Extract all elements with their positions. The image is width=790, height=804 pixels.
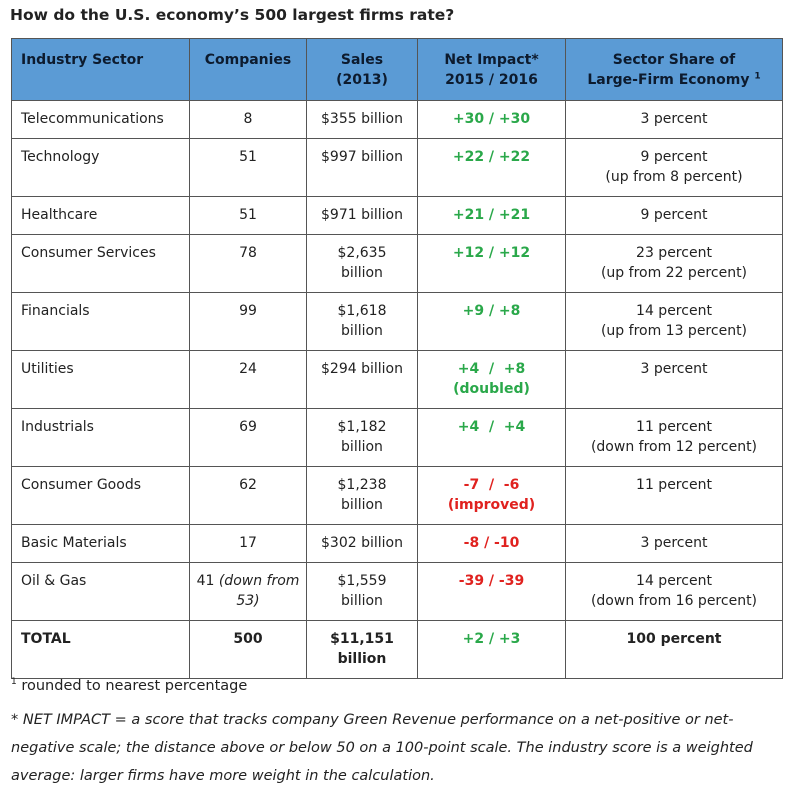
sector-cell: Oil & Gas [11,562,190,621]
table-row: Basic Materials 17 $302 billion -8 / -10 3 p… [11,524,783,563]
total-share: 100 percent [565,620,783,679]
companies-cell: 78 [189,234,307,293]
sector-share-cell: 11 percent (down from 12 percent) [565,408,783,467]
sales-cell: $355 billion [306,100,418,139]
net-impact-cell: -8 / -10 [417,524,566,563]
sector-cell: Industrials [11,408,190,467]
sector-share-cell: 9 percent [565,196,783,235]
total-sales: $11,151 billion [306,620,418,679]
net-impact-cell: +21 / +21 [417,196,566,235]
total-net-impact: +2 / +3 [417,620,566,679]
companies-cell: 8 [189,100,307,139]
sector-cell: Healthcare [11,196,190,235]
net-impact-cell: +12 / +12 [417,234,566,293]
companies-cell: 51 [189,138,307,197]
sales-cell: $302 billion [306,524,418,563]
sector-share-cell: 14 percent (down from 16 percent) [565,562,783,621]
net-impact-cell: +9 / +8 [417,292,566,351]
sales-cell: $1,238 billion [306,466,418,525]
table-row: Utilities 24 $294 billion +4 / +8 (doubled) 3… [11,350,783,409]
sector-share-cell: 3 percent [565,524,783,563]
sector-cell: Utilities [11,350,190,409]
header-sales: Sales (2013) [306,38,418,101]
table-row: Oil & Gas 41 (down from 53) $1,559 billion -… [11,562,783,621]
table-row: Consumer Services 78 $2,635 billion +12 / +1… [11,234,783,293]
net-impact-definition: * NET IMPACT = a score that tracks compa… [11,712,753,784]
net-impact-cell: +30 / +30 [417,100,566,139]
table-row: Healthcare 51 $971 billion +21 / +21 9 perce… [11,196,783,235]
sales-cell: $997 billion [306,138,418,197]
net-impact-cell: +4 / +4 [417,408,566,467]
sales-cell: $1,618 billion [306,292,418,351]
total-label: TOTAL [11,620,190,679]
sector-share-cell: 14 percent (up from 13 percent) [565,292,783,351]
sales-cell: $2,635 billion [306,234,418,293]
sector-cell: Technology [11,138,190,197]
header-row: Industry Sector Companies Sales (2013) Ne… [11,38,783,101]
table-row: Consumer Goods 62 $1,238 billion -7 / -6 (imp… [11,466,783,525]
net-impact-cell: +22 / +22 [417,138,566,197]
companies-note: (down from 53) [218,573,300,609]
companies-cell: 51 [189,196,307,235]
table-row: Financials 99 $1,618 billion +9 / +8 14 perce… [11,292,783,351]
table-row: Industrials 69 $1,182 billion +4 / +4 11 perc… [11,408,783,467]
sales-cell: $1,559 billion [306,562,418,621]
companies-cell: 62 [189,466,307,525]
sector-share-cell: 3 percent [565,100,783,139]
header-net-impact: Net Impact* 2015 / 2016 [417,38,566,101]
industry-table: Industry Sector Companies Sales (2013) Ne… [11,38,783,679]
sector-cell: Financials [11,292,190,351]
sales-cell: $294 billion [306,350,418,409]
net-impact-cell: +4 / +8 (doubled) [417,350,566,409]
table-row: Technology 51 $997 billion +22 / +22 9 perce… [11,138,783,197]
sector-share-cell: 11 percent [565,466,783,525]
companies-cell: 41 (down from 53) [189,562,307,621]
sector-share-cell: 23 percent (up from 22 percent) [565,234,783,293]
total-row: TOTAL 500 $11,151 billion +2 / +3 100 per… [11,620,783,679]
header-companies: Companies [189,38,307,101]
sales-cell: $971 billion [306,196,418,235]
sector-cell: Consumer Services [11,234,190,293]
companies-cell: 17 [189,524,307,563]
companies-cell: 69 [189,408,307,467]
net-impact-cell: -39 / -39 [417,562,566,621]
companies-cell: 99 [189,292,307,351]
sector-cell: Consumer Goods [11,466,190,525]
header-sector-share: Sector Share of Large-Firm Economy 1 [565,38,783,101]
footnote: 1 rounded to nearest percentage [11,677,248,694]
page-title: How do the U.S. economy’s 500 largest fi… [10,6,455,24]
sector-share-cell: 9 percent (up from 8 percent) [565,138,783,197]
total-companies: 500 [189,620,307,679]
sales-cell: $1,182 billion [306,408,418,467]
net-impact-cell: -7 / -6 (improved) [417,466,566,525]
sector-cell: Telecommunications [11,100,190,139]
sector-cell: Basic Materials [11,524,190,563]
header-sector: Industry Sector [11,38,190,101]
companies-cell: 24 [189,350,307,409]
sector-share-cell: 3 percent [565,350,783,409]
table-row: Telecommunications 8 $355 billion +30 / +30… [11,100,783,139]
